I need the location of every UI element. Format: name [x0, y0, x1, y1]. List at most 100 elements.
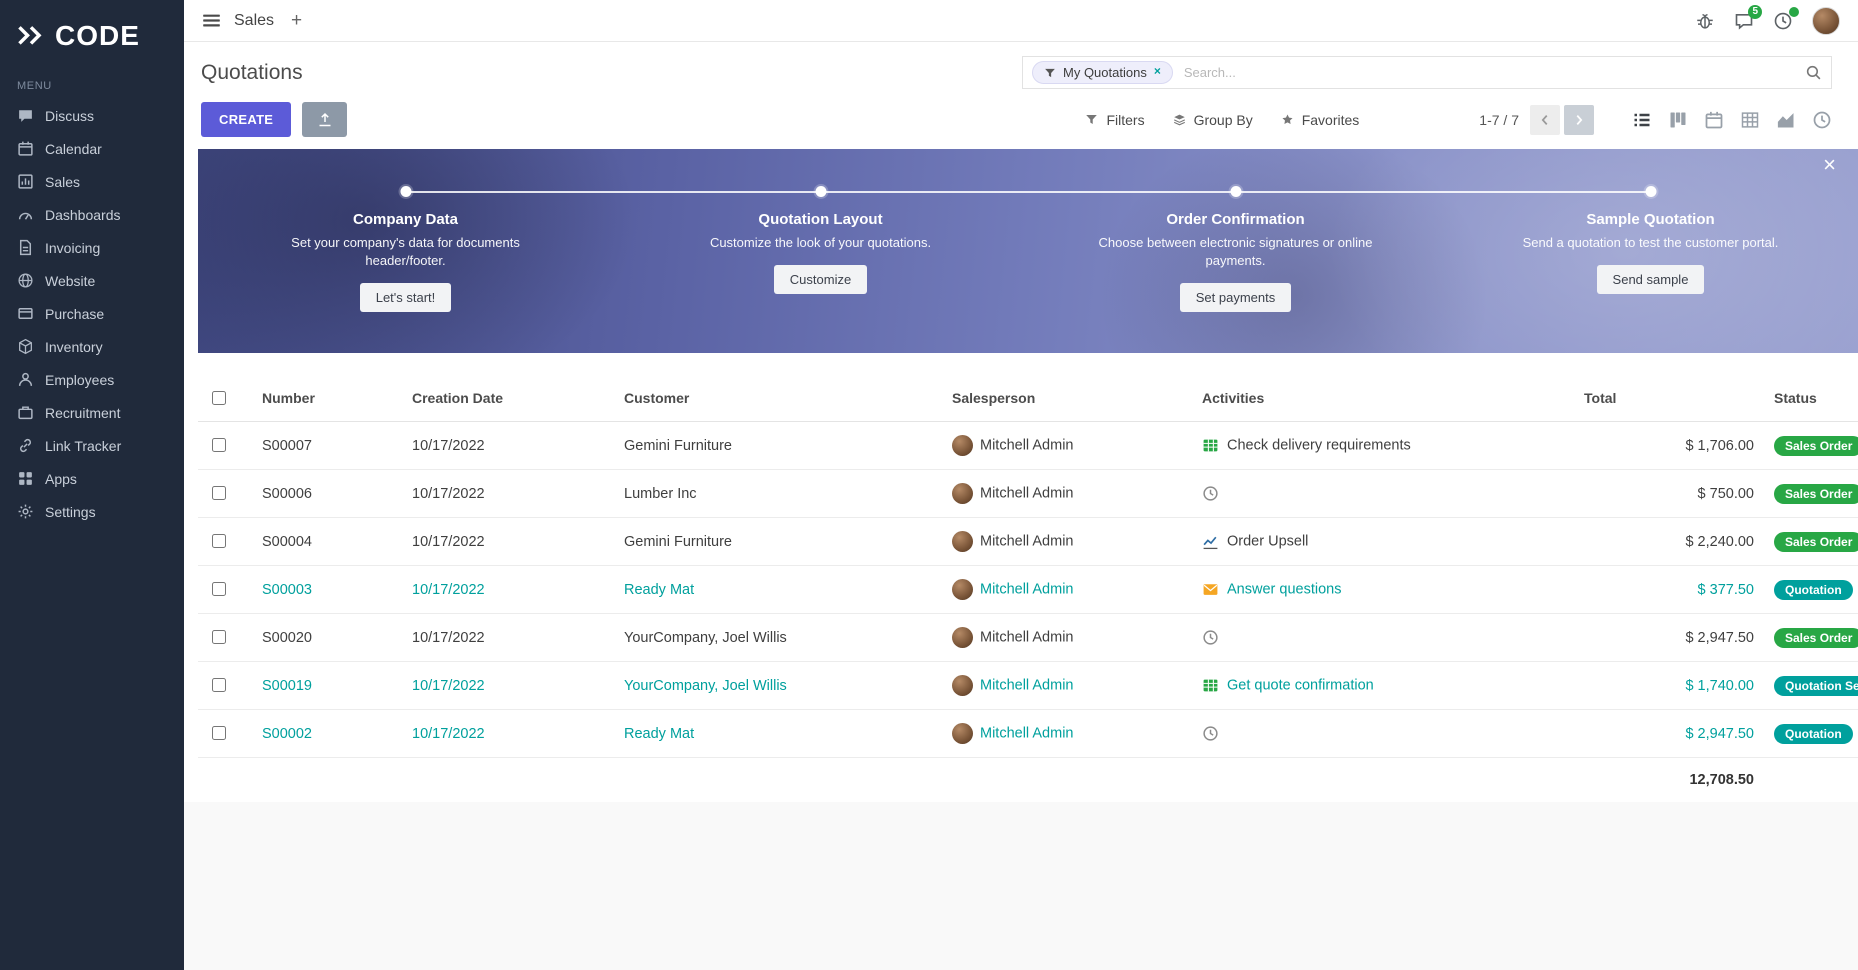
table-row[interactable]: S00002 10/17/2022 Ready Mat Mitchell Adm…: [198, 709, 1858, 758]
app-name[interactable]: Sales: [234, 11, 275, 29]
favorites-button[interactable]: Favorites: [1281, 112, 1359, 128]
cell-number[interactable]: S00019: [252, 661, 402, 710]
row-checkbox[interactable]: [212, 630, 226, 644]
row-checkbox[interactable]: [212, 534, 226, 548]
col-header-creation-date[interactable]: Creation Date: [402, 375, 614, 422]
group-by-button[interactable]: Group By: [1173, 112, 1253, 128]
step-action-button[interactable]: Send sample: [1596, 265, 1705, 295]
col-header-activities[interactable]: Activities: [1192, 375, 1574, 422]
step-description: Set your company's data for documents he…: [291, 235, 520, 269]
onboarding-step: Order Confirmation Choose between electr…: [1028, 149, 1443, 353]
sidebar-item[interactable]: Purchase: [0, 297, 184, 330]
table-row[interactable]: S00004 10/17/2022 Gemini Furniture Mitch…: [198, 517, 1858, 566]
sidebar-item[interactable]: Invoicing: [0, 231, 184, 264]
col-header-customer[interactable]: Customer: [614, 375, 942, 422]
sidebar-item[interactable]: Inventory: [0, 330, 184, 363]
sidebar-item[interactable]: Settings: [0, 495, 184, 528]
col-header-number[interactable]: Number: [252, 375, 402, 422]
search-bar[interactable]: My Quotations ×: [1022, 56, 1832, 89]
cell-creation-date: 10/17/2022: [402, 469, 614, 518]
table-row[interactable]: S00003 10/17/2022 Ready Mat Mitchell Adm…: [198, 565, 1858, 614]
facet-remove-icon[interactable]: ×: [1153, 64, 1161, 78]
pivot-view-icon[interactable]: [1740, 110, 1760, 130]
search-facet[interactable]: My Quotations ×: [1032, 61, 1173, 84]
salesperson-avatar: [952, 435, 973, 456]
sidebar-item[interactable]: Website: [0, 264, 184, 297]
step-action-button[interactable]: Let's start!: [359, 283, 452, 313]
export-button[interactable]: [302, 102, 348, 137]
cell-number[interactable]: S00020: [252, 613, 402, 662]
cell-activity[interactable]: Answer questions: [1192, 565, 1574, 614]
step-description: Send a quotation to test the customer po…: [1522, 235, 1779, 250]
list-view-icon[interactable]: [1632, 110, 1652, 130]
activity-label: Get quote confirmation: [1227, 677, 1374, 694]
cell-activity[interactable]: [1192, 613, 1574, 662]
cell-number[interactable]: S00006: [252, 469, 402, 518]
activity-label: Check delivery requirements: [1227, 437, 1411, 454]
search-input[interactable]: [1181, 64, 1796, 81]
pager-next-button[interactable]: [1564, 104, 1594, 135]
cell-activity[interactable]: Get quote confirmation: [1192, 661, 1574, 710]
onboarding-timeline: [405, 191, 1651, 193]
cell-activity[interactable]: [1192, 709, 1574, 758]
col-header-status[interactable]: Status: [1764, 375, 1858, 422]
calendar-view-icon[interactable]: [1704, 110, 1724, 130]
col-header-salesperson[interactable]: Salesperson: [942, 375, 1192, 422]
table-row[interactable]: S00006 10/17/2022 Lumber Inc Mitchell Ad…: [198, 469, 1858, 518]
graph-view-icon[interactable]: [1776, 110, 1796, 130]
step-action-button[interactable]: Set payments: [1179, 283, 1292, 313]
select-all-checkbox[interactable]: [212, 391, 226, 405]
cell-total: $ 2,240.00: [1574, 517, 1764, 566]
table-row[interactable]: S00007 10/17/2022 Gemini Furniture Mitch…: [198, 421, 1858, 470]
sidebar-item[interactable]: Employees: [0, 363, 184, 396]
filter-toolbar: Filters Group By Favorites: [1085, 112, 1359, 128]
add-tab-icon[interactable]: +: [291, 9, 303, 31]
bug-icon[interactable]: [1695, 11, 1715, 31]
sidebar-item[interactable]: Recruitment: [0, 396, 184, 429]
table-footer-row: 12,708.50: [198, 758, 1858, 803]
cell-number[interactable]: S00004: [252, 517, 402, 566]
sidebar-item[interactable]: Apps: [0, 462, 184, 495]
sidebar-item[interactable]: Link Tracker: [0, 429, 184, 462]
cell-status: Sales Order: [1764, 469, 1858, 518]
sidebar-item[interactable]: Dashboards: [0, 198, 184, 231]
search-icon[interactable]: [1805, 64, 1822, 81]
filter-funnel-icon: [1044, 67, 1056, 79]
employees-icon: [17, 371, 34, 388]
pager: 1-7 / 7: [1479, 104, 1594, 135]
activity-view-icon[interactable]: [1812, 110, 1832, 130]
brand-logo[interactable]: CODE: [0, 0, 184, 68]
cell-number[interactable]: S00007: [252, 421, 402, 470]
row-checkbox[interactable]: [212, 678, 226, 692]
brand-logo-text: CODE: [55, 20, 140, 51]
step-action-button[interactable]: Customize: [773, 265, 868, 295]
cell-activity[interactable]: [1192, 469, 1574, 518]
hamburger-menu-icon[interactable]: [202, 11, 221, 30]
messages-icon[interactable]: 5: [1734, 4, 1762, 31]
link-tracker-icon: [17, 437, 34, 454]
upload-icon: [317, 112, 333, 128]
row-checkbox[interactable]: [212, 486, 226, 500]
row-checkbox[interactable]: [212, 438, 226, 452]
banner-close-icon[interactable]: ×: [1817, 153, 1842, 177]
cell-number[interactable]: S00002: [252, 709, 402, 758]
sidebar-item[interactable]: Calendar: [0, 132, 184, 165]
cell-number[interactable]: S00003: [252, 565, 402, 614]
cell-customer: Lumber Inc: [614, 469, 942, 518]
table-row[interactable]: S00019 10/17/2022 YourCompany, Joel Will…: [198, 661, 1858, 710]
col-header-total[interactable]: Total: [1574, 375, 1764, 422]
kanban-view-icon[interactable]: [1668, 110, 1688, 130]
pager-prev-button[interactable]: [1530, 104, 1560, 135]
filters-button[interactable]: Filters: [1085, 112, 1145, 128]
sidebar-item[interactable]: Sales: [0, 165, 184, 198]
cell-activity[interactable]: Order Upsell: [1192, 517, 1574, 566]
cell-activity[interactable]: Check delivery requirements: [1192, 421, 1574, 470]
sidebar-item[interactable]: Discuss: [0, 99, 184, 132]
row-checkbox[interactable]: [212, 582, 226, 596]
row-checkbox[interactable]: [212, 726, 226, 740]
user-avatar[interactable]: [1812, 6, 1840, 35]
cell-creation-date: 10/17/2022: [402, 661, 614, 710]
activities-clock-icon[interactable]: [1773, 6, 1799, 31]
table-row[interactable]: S00020 10/17/2022 YourCompany, Joel Will…: [198, 613, 1858, 662]
create-button[interactable]: CREATE: [201, 102, 292, 137]
